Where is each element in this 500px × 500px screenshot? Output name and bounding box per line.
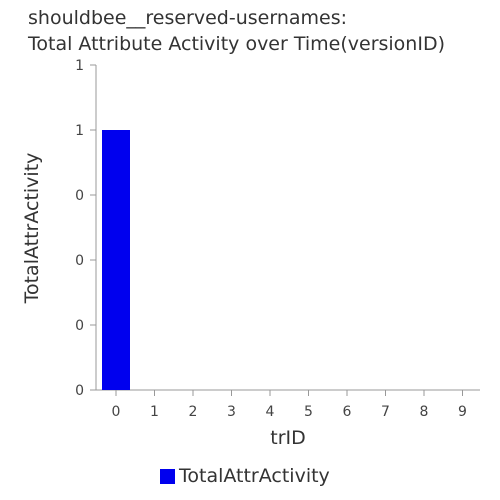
x-tick-label: 4 (266, 404, 275, 420)
y-tick-label: 1 (75, 123, 84, 139)
bar-0 (102, 130, 130, 390)
y-axis-label: TotalAttrActivity (21, 153, 43, 305)
y-tick-label: 0 (75, 383, 84, 399)
y-tick-label: 0 (75, 318, 84, 334)
chart-title-line-1: shouldbee__reserved-usernames: (28, 7, 348, 29)
x-tick-label: 8 (420, 404, 429, 420)
y-tick-label: 0 (75, 188, 84, 204)
legend-swatch (160, 468, 175, 484)
chart-legend: TotalAttrActivity (160, 465, 330, 487)
y-tick-label: 1 (75, 58, 84, 74)
legend-label: TotalAttrActivity (179, 465, 330, 487)
y-tick-label: 0 (75, 253, 84, 269)
chart-title-line-2: Total Attribute Activity over Time(versi… (28, 33, 445, 55)
x-axis-label: trID (270, 427, 306, 449)
x-tick-label: 7 (381, 404, 390, 420)
x-tick-label: 9 (458, 404, 467, 420)
x-axis-ticks: 0 1 2 3 4 5 6 7 8 9 (112, 390, 467, 420)
x-tick-label: 6 (343, 404, 352, 420)
x-tick-label: 2 (189, 404, 198, 420)
x-tick-label: 3 (227, 404, 236, 420)
x-tick-label: 1 (150, 404, 159, 420)
chart-bars (102, 130, 130, 390)
chart-axes (95, 65, 480, 391)
y-axis-ticks: 0 0 0 0 1 1 (75, 58, 96, 399)
x-tick-label: 0 (112, 404, 121, 420)
x-tick-label: 5 (304, 404, 313, 420)
